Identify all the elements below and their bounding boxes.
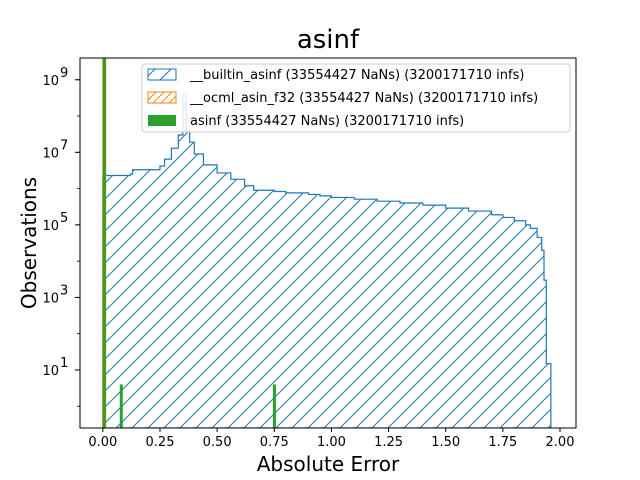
x-tick-label: 0.50 <box>203 435 232 450</box>
x-tick-label: 0.00 <box>88 435 117 450</box>
asinf-bar-0 <box>102 58 106 428</box>
x-tick-label: 1.50 <box>431 435 460 450</box>
legend-swatch-builtin <box>147 68 177 81</box>
x-tick-label: 0.75 <box>260 435 289 450</box>
legend-box <box>141 63 571 133</box>
series-layer <box>102 58 552 428</box>
y-tick-exponent: 1 <box>60 356 68 371</box>
x-tick-label: 1.00 <box>317 435 346 450</box>
y-tick-label: 10 <box>42 219 59 234</box>
x-tick-label: 2.00 <box>546 435 575 450</box>
x-axis-label: Absolute Error <box>257 452 400 476</box>
legend-label-builtin: __builtin_asinf (33554427 NaNs) (3200171… <box>189 68 524 83</box>
y-tick-label: 10 <box>42 364 59 379</box>
chart-title: asinf <box>297 25 360 55</box>
y-tick-exponent: 5 <box>60 211 68 226</box>
plot-frame <box>79 57 577 429</box>
x-tick-label: 1.25 <box>374 435 403 450</box>
y-tick-label: 10 <box>42 74 59 89</box>
legend: __builtin_asinf (33554427 NaNs) (3200171… <box>141 63 571 133</box>
legend-swatch-ocml <box>147 91 177 104</box>
x-tick-label: 0.25 <box>146 435 175 450</box>
legend-swatch-asinf <box>148 115 176 126</box>
y-tick-exponent: 7 <box>60 138 68 153</box>
y-tick-label: 10 <box>42 291 59 306</box>
x-tick-label: 1.75 <box>488 435 517 450</box>
asinf-bar-2 <box>272 384 276 428</box>
y-tick-exponent: 9 <box>60 66 68 81</box>
asinf-bar-1 <box>119 384 123 428</box>
x-axis: 0.00 0.25 0.50 0.75 1.00 1.25 1.50 1.75 2.00 <box>88 428 574 450</box>
builtin-asinf-histogram <box>102 93 552 428</box>
y-tick-label: 10 <box>42 146 59 161</box>
legend-label-asinf: asinf (33554427 NaNs) (3200171710 infs) <box>190 114 464 129</box>
y-axis-label: Observations <box>17 177 41 309</box>
legend-label-ocml: __ocml_asin_f32 (33554427 NaNs) (3200171… <box>189 91 538 106</box>
y-tick-exponent: 3 <box>60 283 68 298</box>
plot-area <box>102 58 552 428</box>
